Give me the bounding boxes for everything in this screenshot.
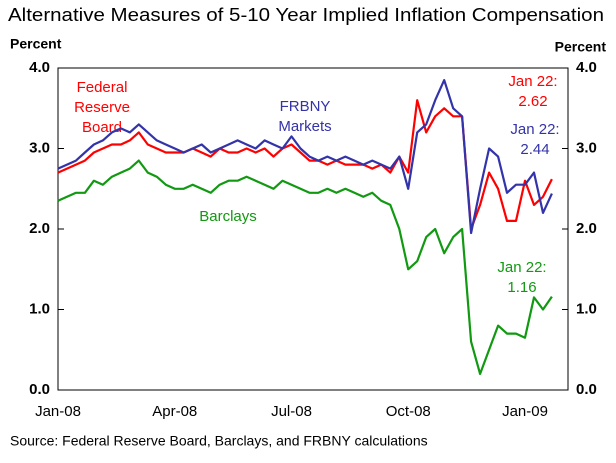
series-label: Barclays xyxy=(199,208,257,225)
end-label: 2.62 xyxy=(518,93,547,110)
y2-axis-label: Percent xyxy=(555,39,607,55)
x-tick-label: Jan-08 xyxy=(35,403,81,420)
end-label: Jan 22: xyxy=(497,259,546,276)
end-label: Jan 22: xyxy=(510,121,559,138)
y2-tick-label: 0.0 xyxy=(576,381,597,398)
x-tick-label: Apr-08 xyxy=(152,403,197,420)
y-tick-label: 3.0 xyxy=(29,139,50,156)
x-tick-label: Jul-08 xyxy=(271,403,312,420)
source-note: Source: Federal Reserve Board, Barclays,… xyxy=(10,433,428,449)
series-label: Markets xyxy=(278,118,331,135)
x-tick-label: Jan-09 xyxy=(502,403,548,420)
series-label: Board xyxy=(82,119,122,136)
y-tick-label: 4.0 xyxy=(29,59,50,76)
end-label: 1.16 xyxy=(507,279,536,296)
series-line xyxy=(57,79,553,235)
end-label: Jan 22: xyxy=(508,73,557,90)
y2-tick-label: 2.0 xyxy=(576,220,597,237)
series-label: FRBNY xyxy=(280,98,331,115)
y-tick-label: 1.0 xyxy=(29,300,50,317)
chart-title: Alternative Measures of 5-10 Year Implie… xyxy=(8,5,604,25)
y-tick-label: 0.0 xyxy=(29,381,50,398)
y2-tick-label: 4.0 xyxy=(576,59,597,76)
x-tick-label: Oct-08 xyxy=(386,403,431,420)
y2-tick-label: 1.0 xyxy=(576,300,597,317)
y-axis-label: Percent xyxy=(10,36,62,52)
y-tick-label: 2.0 xyxy=(29,220,50,237)
series-line xyxy=(57,159,553,375)
end-label: 2.44 xyxy=(520,141,549,158)
series-label: Federal xyxy=(77,79,128,96)
y2-tick-label: 3.0 xyxy=(576,139,597,156)
series-label: Reserve xyxy=(74,99,130,116)
